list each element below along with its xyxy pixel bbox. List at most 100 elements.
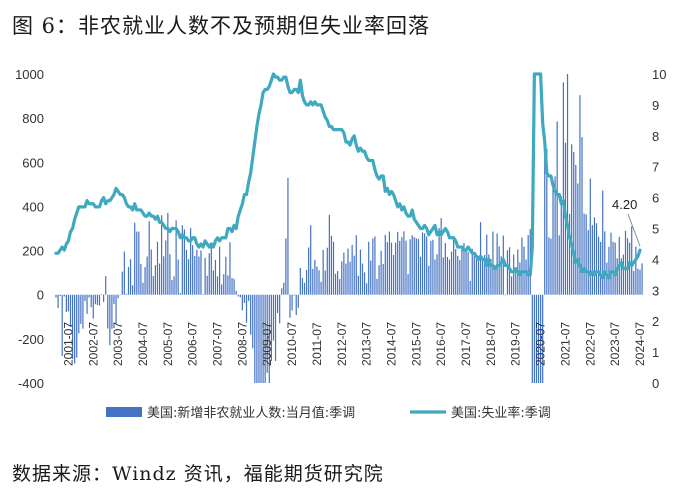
bar <box>115 294 117 324</box>
bar <box>291 294 293 311</box>
bar <box>258 294 260 383</box>
bar <box>546 148 548 295</box>
bar <box>187 259 190 295</box>
right-tick-label: 6 <box>652 191 659 206</box>
x-tick-label: 2004-07 <box>136 322 150 366</box>
bar <box>440 218 442 295</box>
bar <box>540 294 542 383</box>
bar <box>525 259 527 295</box>
bar <box>542 294 544 383</box>
bar <box>602 190 604 295</box>
bar <box>90 294 92 308</box>
bar <box>67 294 70 312</box>
bar <box>533 294 535 383</box>
bar <box>374 236 376 295</box>
bar <box>272 294 275 341</box>
bar <box>192 245 194 295</box>
bar <box>96 294 99 306</box>
bar <box>629 242 631 295</box>
bar <box>537 294 540 383</box>
bar <box>469 281 471 295</box>
bar <box>477 255 480 295</box>
bar <box>583 213 585 295</box>
bar <box>560 196 562 295</box>
bar <box>571 144 573 295</box>
left-tick-label: 200 <box>22 244 44 259</box>
bar <box>165 240 167 295</box>
x-tick-label: 2011-07 <box>310 322 324 365</box>
bar <box>521 237 523 295</box>
bar <box>380 250 382 295</box>
bar <box>260 294 262 383</box>
bar <box>444 243 446 295</box>
bar <box>80 294 82 324</box>
bar <box>430 241 432 295</box>
bar <box>310 225 312 295</box>
bar <box>600 241 602 295</box>
bar <box>624 230 627 295</box>
bar <box>490 258 492 295</box>
bar <box>558 235 560 295</box>
bar <box>59 294 61 297</box>
bar <box>473 253 475 295</box>
bar <box>71 294 74 359</box>
legend-label-line: 美国:失业率:季调 <box>451 405 551 421</box>
bar <box>119 294 121 296</box>
left-tick-label: 600 <box>22 155 44 170</box>
bar <box>175 220 177 295</box>
bar <box>146 256 148 295</box>
bar <box>446 256 448 295</box>
bar <box>608 246 610 295</box>
bar <box>274 294 277 361</box>
bar <box>568 213 571 295</box>
bar <box>368 241 370 295</box>
bar <box>221 284 223 295</box>
bar <box>622 254 625 295</box>
bar <box>384 234 386 295</box>
bar <box>237 294 239 297</box>
x-tick-label: 2017-07 <box>459 322 473 366</box>
bar <box>407 274 409 295</box>
bar <box>239 294 241 298</box>
bar <box>94 294 96 305</box>
bar <box>382 264 384 295</box>
bar <box>502 235 504 295</box>
bar <box>515 267 517 295</box>
bar <box>386 242 388 295</box>
bar <box>69 294 72 327</box>
bar <box>345 263 347 295</box>
bar <box>349 261 351 295</box>
bar <box>82 294 84 329</box>
x-tick-label: 2013-07 <box>360 322 374 366</box>
bar <box>152 275 154 295</box>
bar <box>241 294 243 311</box>
bar <box>150 249 152 295</box>
bar <box>453 239 455 295</box>
bar <box>376 278 378 295</box>
left-tick-label: -200 <box>18 332 44 347</box>
bar <box>245 294 248 323</box>
bar <box>527 235 529 295</box>
unemployment-line <box>54 72 642 280</box>
bar <box>308 247 310 295</box>
bar <box>287 177 289 295</box>
x-tick-label: 2019-07 <box>509 322 523 366</box>
bar <box>471 248 473 295</box>
bar <box>562 82 564 295</box>
bar <box>641 263 643 295</box>
bar <box>395 242 397 295</box>
bar <box>105 276 107 295</box>
bar <box>378 265 380 295</box>
x-tick-label: 2006-07 <box>186 322 200 366</box>
bar <box>330 235 333 295</box>
bar <box>428 265 430 295</box>
bar <box>212 270 214 295</box>
bar <box>403 231 405 295</box>
bar <box>318 270 320 295</box>
bar <box>591 225 593 295</box>
bar <box>177 259 179 295</box>
left-tick-label: 800 <box>22 111 44 126</box>
bar <box>366 283 368 295</box>
bar <box>279 294 281 324</box>
x-tick-label: 2021-07 <box>558 322 572 366</box>
